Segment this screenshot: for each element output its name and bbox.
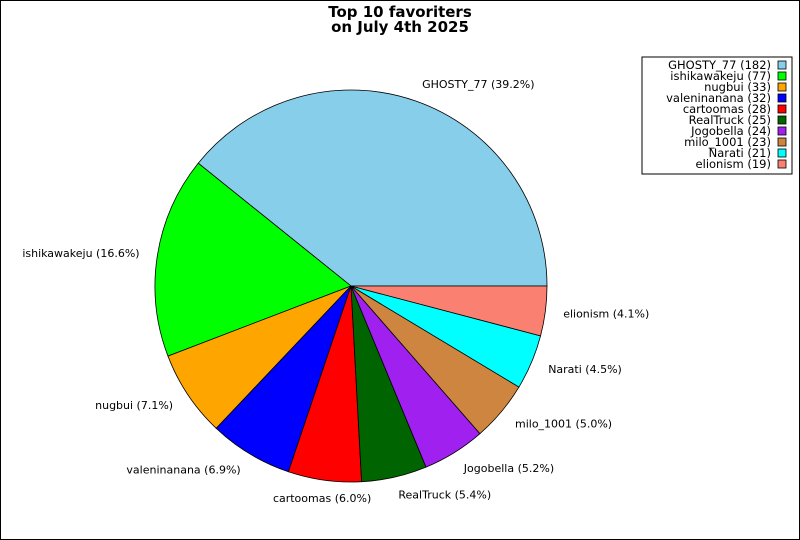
legend-swatch-jogobella [777,126,787,136]
pie-slices [154,89,548,483]
slice-label-narati: Narati (4.5%) [548,363,622,376]
legend-label-milo-1001: milo_1001 (23) [684,135,771,149]
slice-label-ishikawakeju: ishikawakeju (16.6%) [22,247,139,260]
slice-label-elionism: elionism (4.1%) [563,308,649,321]
pie-slice-elionism [350,285,548,337]
legend-label-jogobella: Jogobella (24) [690,124,771,138]
pie-slice-ishikawakeju [154,162,352,357]
legend-swatch-narati [777,148,787,158]
legend-swatch-milo-1001 [777,137,787,147]
legend-label-ishikawakeju: ishikawakeju (77) [670,69,771,83]
legend: GHOSTY_77 (182)ishikawakeju (77)nugbui (… [641,56,793,175]
legend-swatch-elionism [777,159,787,169]
chart-title: Top 10 favoriters on July 4th 2025 [328,3,472,36]
legend-box [641,56,793,175]
slice-label-jogobella: Jogobella (5.2%) [463,462,554,475]
slice-label-nugbui: nugbui (7.1%) [95,399,173,412]
slice-label-ghosty-77: GHOSTY_77 (39.2%) [422,78,534,91]
legend-swatch-ishikawakeju [777,71,787,81]
pie-slice-labels: GHOSTY_77 (39.2%) ishikawakeju (16.6%) nug… [22,78,649,505]
legend-label-ghosty-77: GHOSTY_77 (182) [668,58,771,72]
legend-label-narati: Narati (21) [709,146,771,160]
legend-label-nugbui: nugbui (33) [704,80,771,94]
legend-swatch-nugbui [777,82,787,92]
slice-label-milo-1001: milo_1001 (5.0%) [515,417,612,430]
chart-title-line-2: on July 4th 2025 [331,18,469,36]
legend-swatch-valeninanana [777,93,787,103]
slice-label-valeninanana: valeninanana (6.9%) [126,463,240,476]
legend-swatch-realtruck [777,115,787,125]
legend-label-realtruck: RealTruck (25) [689,113,771,127]
legend-label-valeninanana: valeninanana (32) [666,91,771,105]
legend-swatch-cartoomas [777,104,787,114]
slice-label-cartoomas: cartoomas (6.0%) [273,492,371,505]
legend-label-cartoomas: cartoomas (28) [683,102,771,116]
pie-slice-ghosty-77 [197,89,548,287]
legend-label-elionism: elionism (19) [696,157,771,171]
chart-title-line-1: Top 10 favoriters [328,3,472,21]
slice-label-realtruck: RealTruck (5.4%) [398,489,491,502]
legend-swatch-ghosty-77 [777,60,787,70]
